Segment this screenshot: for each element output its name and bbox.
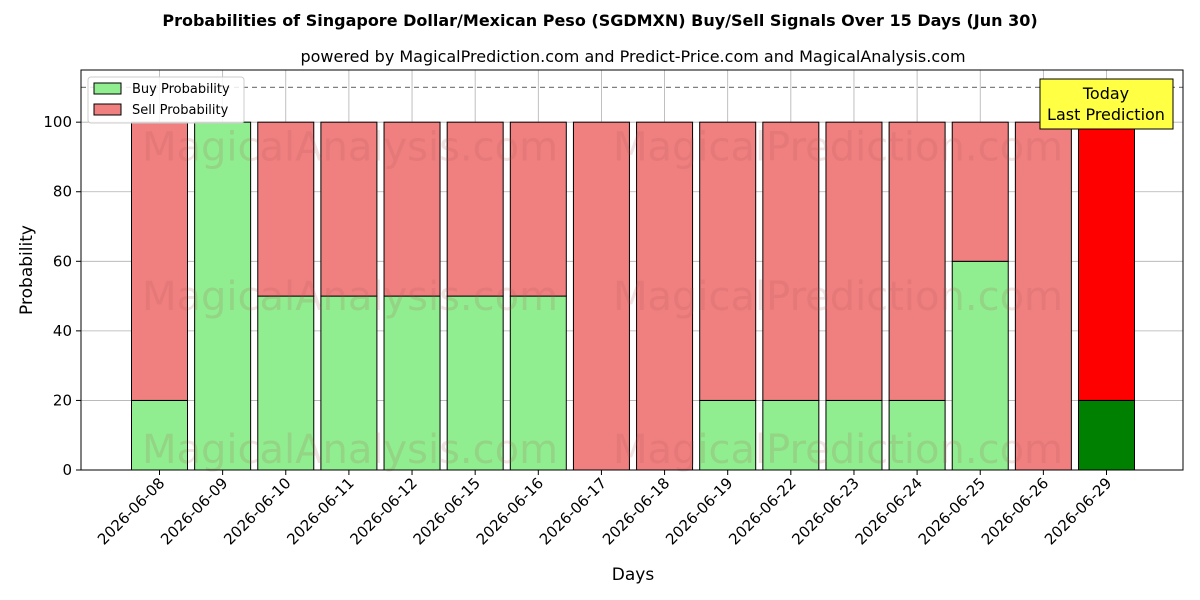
plot-frame bbox=[80, 69, 1184, 471]
x-tick-label: 2026-06-23 bbox=[788, 474, 862, 548]
y-axis-label: Probability bbox=[17, 225, 37, 315]
x-tick-label: 2026-06-24 bbox=[852, 474, 926, 548]
chart-subtitle: powered by MagicalPrediction.com and Pre… bbox=[300, 47, 965, 66]
x-tick-label: 2026-06-08 bbox=[94, 474, 168, 548]
bar-sell bbox=[951, 121, 1009, 262]
bar-sell bbox=[699, 121, 757, 401]
y-tick-label: 80 bbox=[53, 183, 72, 201]
y-tick-label: 20 bbox=[53, 391, 72, 409]
bar-sell bbox=[131, 121, 188, 401]
bar-sell bbox=[636, 121, 694, 471]
bar-sell bbox=[383, 121, 441, 297]
bar-sell bbox=[825, 121, 883, 401]
legend: Buy Probability Sell Probability bbox=[87, 76, 245, 124]
legend-label-buy: Buy Probability bbox=[132, 82, 230, 97]
x-tick-label: 2026-06-09 bbox=[157, 474, 231, 548]
watermark-text: MagicalPrediction.com bbox=[613, 427, 1063, 473]
x-tick-label: 2026-06-26 bbox=[978, 474, 1052, 548]
x-tick-label: 2026-06-10 bbox=[220, 474, 294, 548]
bars bbox=[131, 121, 1135, 471]
legend-label-sell: Sell Probability bbox=[132, 103, 229, 118]
bar-sell bbox=[888, 121, 946, 401]
watermark-text: MagicalAnalysis.com bbox=[142, 427, 558, 473]
y-tick-label: 40 bbox=[53, 322, 72, 340]
y-tick-label: 60 bbox=[53, 252, 72, 270]
x-tick-label: 2026-06-18 bbox=[599, 474, 673, 548]
bar-sell bbox=[572, 121, 630, 471]
bar-buy bbox=[194, 121, 252, 471]
x-tick-label: 2026-06-22 bbox=[725, 474, 799, 548]
y-tick-label: 0 bbox=[62, 461, 72, 479]
x-tick-label: 2026-06-17 bbox=[536, 474, 610, 548]
chart-title: Probabilities of Singapore Dollar/Mexica… bbox=[162, 11, 1037, 30]
bar-sell bbox=[762, 121, 820, 401]
x-tick-label: 2026-06-29 bbox=[1041, 474, 1115, 548]
annotation-box bbox=[1039, 78, 1174, 130]
x-axis: 2026-06-082026-06-092026-06-102026-06-11… bbox=[94, 470, 1115, 548]
bar-buy bbox=[951, 260, 1009, 471]
bar-sell bbox=[1078, 121, 1135, 401]
bar-buy bbox=[888, 399, 946, 471]
x-tick-label: 2026-06-11 bbox=[283, 474, 357, 548]
legend-swatch-sell bbox=[93, 103, 122, 116]
y-tick-label: 100 bbox=[43, 113, 72, 131]
bar-buy bbox=[699, 399, 757, 471]
today-annotation: Today Last Prediction bbox=[1039, 78, 1174, 130]
bar-buy bbox=[1078, 399, 1135, 471]
annotation-line-1: Today bbox=[1082, 84, 1129, 103]
watermarks: MagicalAnalysis.com MagicalPrediction.com… bbox=[142, 125, 1063, 474]
watermark-text: MagicalPrediction.com bbox=[613, 125, 1063, 171]
bar-sell bbox=[320, 121, 378, 297]
bar-sell bbox=[509, 121, 567, 297]
x-tick-label: 2026-06-25 bbox=[915, 474, 989, 548]
x-tick-label: 2026-06-19 bbox=[662, 474, 736, 548]
bar-sell bbox=[446, 121, 504, 297]
x-tick-label: 2026-06-12 bbox=[346, 474, 420, 548]
bar-buy bbox=[446, 295, 504, 471]
watermark-text: MagicalAnalysis.com bbox=[142, 274, 558, 320]
watermark-text: MagicalAnalysis.com bbox=[142, 125, 558, 171]
x-tick-label: 2026-06-16 bbox=[473, 474, 547, 548]
bar-sell bbox=[257, 121, 315, 297]
bar-buy bbox=[509, 295, 567, 471]
bar-buy bbox=[762, 399, 820, 471]
x-axis-label: Days bbox=[612, 565, 655, 585]
bar-buy bbox=[825, 399, 883, 471]
annotation-line-2: Last Prediction bbox=[1047, 105, 1165, 124]
x-tick-label: 2026-06-15 bbox=[410, 474, 484, 548]
legend-swatch-buy bbox=[93, 82, 122, 95]
legend-box bbox=[87, 76, 245, 124]
bar-sell bbox=[1014, 121, 1072, 471]
bar-buy bbox=[320, 295, 378, 471]
y-axis: 0 20 40 60 80 100 bbox=[43, 113, 81, 479]
watermark-text: MagicalPrediction.com bbox=[613, 274, 1063, 320]
